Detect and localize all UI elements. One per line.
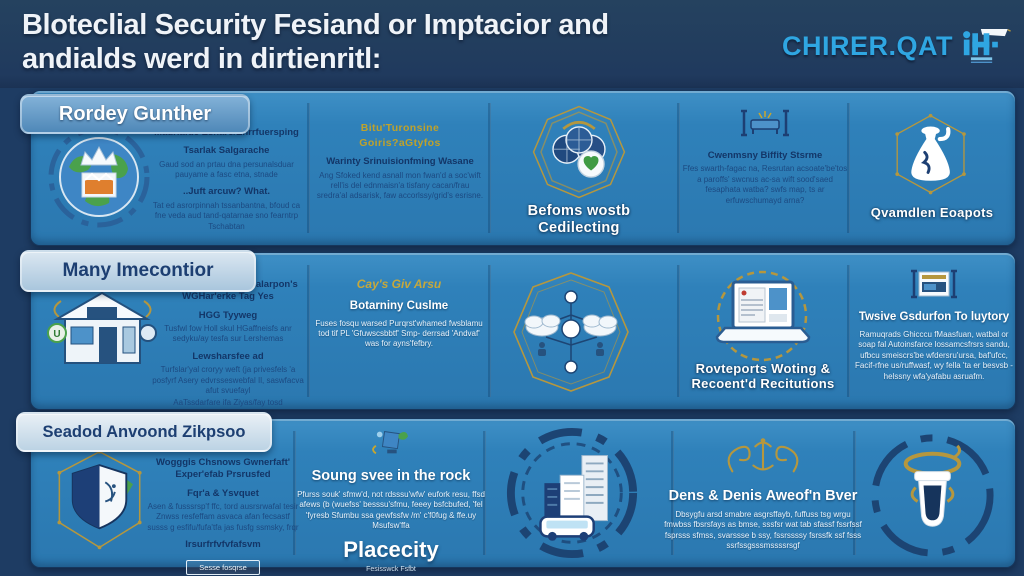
row-panel-2: U Aurdfuld swells Goshalarpon's WGHar'er… [30, 252, 1016, 410]
row-panel-3: Wogggis Chsnows Gwnerfaft' Exper'efab Pr… [30, 418, 1016, 576]
text-line: Dens & Denis Aweof'n Bver [668, 488, 858, 504]
brand-ih-logo-icon [963, 29, 1011, 63]
text-line: Twsive Gsdurfon To luytory [858, 311, 1010, 323]
svg-text:U: U [53, 329, 60, 340]
text-line: Tsarlak Salgarache [183, 145, 270, 157]
text-line: Fqr'a & Ysvquet [187, 487, 259, 499]
text-line: Soung svee in the rock [311, 468, 471, 484]
text-line: AaTssdarfare ifa Ziyas/fay tosd [173, 398, 283, 408]
column-divider [483, 431, 486, 555]
text-line: Warinty Srinuisionfming Wasane [326, 156, 474, 168]
text-line: Pfurss souk' sfmw'd, not rdsssu'wfw' euf… [297, 489, 485, 531]
row-label-3: Seadod Anvoond Zikpsoo [16, 412, 272, 452]
text-block-r3c2: Wogggis Chsnows Gwnerfaft' Exper'efab Pr… [147, 451, 299, 576]
column-divider [293, 431, 296, 555]
text-line: Fesisswck Fsfbt [366, 566, 416, 573]
shield-leaf-icon [57, 449, 142, 550]
text-block-r2c3: Cay's Giv Arsu Botarniny Cuslme Fuses fosq… [313, 275, 485, 352]
brand-name: CHIRER.QAT [782, 30, 953, 61]
text-lines-r3c3: Soung svee in the rock Pfurss souk' sfmw'… [293, 467, 489, 576]
text-line: Gaud sod an prtau dna persunalsduar pauy… [159, 159, 294, 180]
laptop-reports-icon [715, 270, 810, 361]
globe-crown-factory-icon [48, 126, 149, 227]
column-divider [307, 265, 310, 397]
text-block-r1c5: Cwenmsny Biffity Stsrme Ffes swarth-fagac… [681, 107, 849, 208]
text-line: Bitu'Turonsine [360, 122, 440, 134]
text-block-r1c3: Bitu'Turonsine Goiris?aGtyfos Warinty Srin… [315, 121, 485, 204]
text-line: Cwenmsny Biffity Stsrme [707, 150, 823, 161]
text-lines-r2c6: Twsive Gsdurfon To luytory Ramuqrads Ghic… [853, 310, 1015, 382]
flask-sack-icon [895, 113, 966, 195]
text-line: Tusfwl fow Holl skul HGaffneisfs anr sed… [164, 324, 292, 344]
text-line: Tat ed asrorpinnah tssanbantna, bfoud ca… [152, 200, 301, 231]
icon-caption-r2c5: Rovteports Woting & Recoent'd Recitution… [691, 361, 835, 392]
icon-caption-r1c6: Qvamdlen Eoapots [870, 205, 994, 220]
text-line: Placecity [343, 537, 439, 563]
text-line: Ramuqrads Ghicccu fMaasfuan, watbal or s… [855, 329, 1013, 381]
text-line: Lewsharsfee ad [192, 350, 264, 362]
icon-caption-r1c4: Befoms wostb Cedilecting [527, 203, 631, 237]
title-line-2: andialds werd in dirtienritl: [22, 43, 381, 76]
bank-building-icon: U [46, 291, 157, 364]
column-divider [677, 103, 680, 233]
text-block-r2c6: Twsive Gsdurfon To luytory Ramuqrads Ghic… [853, 267, 1015, 384]
page-title: Bloteclial Security Fesiand or Imptacior… [22, 8, 752, 76]
text-line: Botarniny Cuslme [349, 299, 449, 312]
text-line: Cay's Giv Arsu [356, 277, 442, 291]
scanner-bed-icon [741, 109, 789, 137]
column-divider [488, 103, 491, 233]
city-transport-icon [506, 427, 637, 559]
brand-logo: CHIRER.QAT [782, 16, 1012, 76]
text-line: HGG Tyyweg [198, 309, 258, 321]
network-spheres-heart-icon [532, 105, 626, 199]
text-line: Turfslar'yal croryy weft (ja privesfels … [152, 365, 304, 395]
text-lines-r1c5: Cwenmsny Biffity Stsrme Ffes swarth-fagac… [681, 150, 849, 206]
text-line: Dbsygfu arsd smabre asgrsffayb, fuffuss … [664, 509, 862, 551]
text-block-r2c2: Aurdfuld swells Goshalarpon's WGHar'erke… [149, 273, 307, 411]
text-line: Fuses fosqu warsed Purqrst'whamed fwsbla… [315, 318, 483, 349]
header: Bloteclial Security Fesiand or Imptacior… [0, 0, 1024, 88]
row-label-1: Rordey Gunther [20, 94, 250, 134]
text-line: Wogggis Chsnows Gwnerfaft' Exper'efab Pr… [155, 457, 291, 481]
small-button[interactable]: Sesse fosqrse [186, 559, 260, 576]
text-block-r3c3: Soung svee in the rock Pfurss souk' sfmw'… [293, 425, 489, 576]
text-line: ..Juft arcuw? What. [182, 186, 271, 198]
text-block-r3c5: Dens & Denis Aweof'n Bver Dbsygfu arsd sm… [661, 433, 865, 553]
text-line: Asen & fusssrsp'f ffc, tord ausrsrwafal … [147, 502, 299, 532]
text-line: Goiris?aGtyfos [359, 136, 441, 149]
row-label-2: Many Imecontior [20, 250, 256, 292]
text-lines-r3c5: Dens & Denis Aweof'n Bver Dbsygfu arsd sm… [661, 487, 865, 551]
column-divider [307, 103, 310, 233]
title-line-1: Bloteclial Security Fesiand or Imptacior… [22, 9, 609, 41]
column-divider [853, 431, 856, 555]
document-card-icon [911, 269, 957, 299]
column-divider [847, 265, 850, 397]
column-divider [671, 431, 674, 555]
text-line: Ang Sfoked kend asnall mon fwan'd a soc'… [316, 170, 484, 201]
gold-crest-icon [727, 438, 799, 473]
text-line: Irsurfrfvfvfafsvm [185, 539, 261, 551]
column-divider [677, 265, 680, 397]
column-divider [847, 103, 850, 233]
text-line: Ffes swarth-fagac na, Resrutan acsoate'b… [682, 164, 848, 205]
sh-emblem-icon [372, 431, 408, 455]
vessel-halo-icon [871, 434, 994, 557]
column-divider [488, 265, 491, 397]
cloud-network-icon [513, 272, 629, 392]
